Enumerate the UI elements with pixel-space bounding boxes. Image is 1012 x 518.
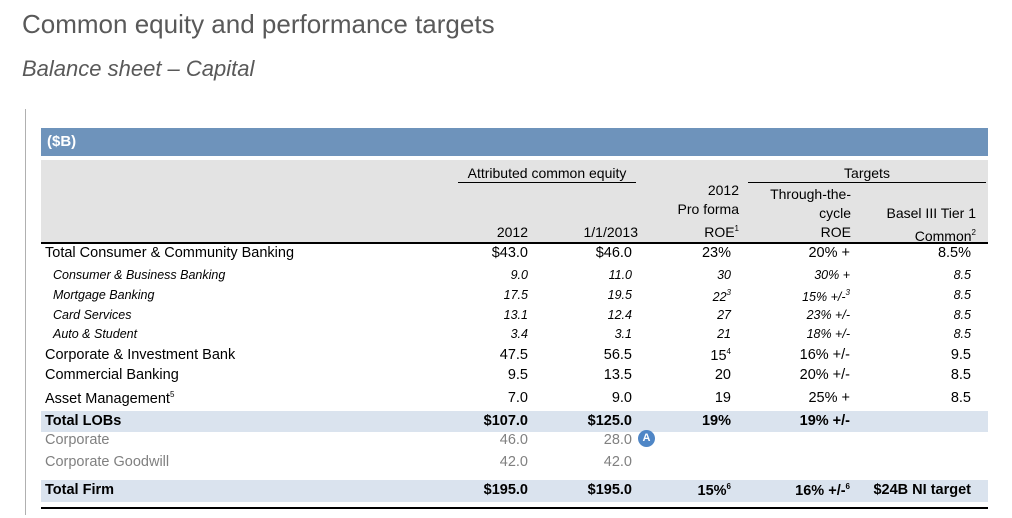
left-rule — [25, 109, 26, 515]
cell-2013: $195.0 — [587, 482, 632, 498]
table-header — [41, 160, 988, 242]
cell-2013: 28.0 — [603, 432, 632, 448]
cell-2012: 7.0 — [507, 390, 528, 406]
cell-2012: $43.0 — [491, 245, 528, 261]
cell-proforma: 19 — [714, 390, 731, 406]
row-label: Commercial Banking — [45, 367, 179, 383]
cell-2012: 13.1 — [503, 308, 528, 322]
cell-2013: 9.0 — [611, 390, 632, 406]
cell-2012: 47.5 — [499, 347, 528, 363]
cell-2012: 42.0 — [499, 454, 528, 470]
col-header-proforma: 2012 Pro forma ROE1 — [677, 182, 739, 240]
cell-basel: 8.5 — [953, 268, 971, 282]
cell-through-the-cycle: 15% +/-3 — [802, 288, 850, 304]
cell-2012: 46.0 — [499, 432, 528, 448]
cell-proforma: 23% — [701, 245, 731, 261]
cell-2012: 17.5 — [503, 288, 528, 302]
cell-2012: $195.0 — [483, 482, 528, 498]
page-title: Common equity and performance targets — [22, 9, 495, 39]
cell-proforma: 154 — [710, 347, 731, 364]
cell-basel: 8.5% — [937, 245, 971, 261]
cell-2013: 3.1 — [614, 327, 632, 341]
cell-2012: 9.0 — [510, 268, 528, 282]
cell-2013: $125.0 — [587, 413, 632, 429]
group-header-equity: Attributed common equity — [458, 165, 636, 183]
cell-through-the-cycle: 30% + — [814, 268, 850, 282]
col-header-2013: 1/1/2013 — [583, 224, 639, 240]
cell-basel: 8.5 — [950, 367, 971, 383]
cell-through-the-cycle: 16% +/- — [799, 347, 850, 363]
row-label: Total Consumer & Community Banking — [45, 245, 295, 261]
row-label: Consumer & Business Banking — [53, 268, 226, 282]
units-banner: ($B) — [41, 128, 988, 156]
page-subtitle: Balance sheet – Capital — [22, 56, 255, 81]
row-label: Card Services — [53, 308, 132, 322]
cell-2013: 42.0 — [603, 454, 632, 470]
cell-2013: 12.4 — [607, 308, 632, 322]
cell-through-the-cycle: 20% +/- — [799, 367, 850, 383]
cell-proforma: 27 — [717, 308, 731, 322]
bottom-rule — [41, 507, 988, 509]
cell-basel: 8.5 — [953, 308, 971, 322]
row-label: Total Firm — [45, 482, 115, 498]
total-firm-band — [41, 480, 988, 502]
cell-2012: 9.5 — [507, 367, 528, 383]
row-label: Corporate Goodwill — [45, 454, 170, 470]
row-label: Asset Management5 — [45, 390, 175, 407]
cell-proforma: 30 — [717, 268, 731, 282]
cell-2013: 11.0 — [608, 268, 632, 282]
col-header-through-the-cycle: Through-the- cycle ROE — [770, 186, 851, 240]
cell-basel: $24B NI target — [873, 482, 971, 498]
cell-through-the-cycle: 23% +/- — [806, 308, 850, 322]
cell-2012: 3.4 — [510, 327, 528, 341]
cell-proforma: 19% — [701, 413, 731, 429]
row-label: Total LOBs — [45, 413, 122, 429]
cell-proforma: 21 — [717, 327, 731, 341]
cell-through-the-cycle: 25% + — [808, 390, 850, 406]
cell-basel: 8.5 — [953, 288, 971, 302]
cell-2013: 13.5 — [603, 367, 632, 383]
cell-basel: 9.5 — [950, 347, 971, 363]
cell-2013: 56.5 — [603, 347, 632, 363]
row-label: Mortgage Banking — [53, 288, 155, 302]
cell-2012: $107.0 — [483, 413, 528, 429]
cell-2013: 19.5 — [607, 288, 632, 302]
cell-through-the-cycle: 16% +/-6 — [795, 482, 850, 499]
cell-basel: 8.5 — [953, 327, 971, 341]
total-lobs-band — [41, 411, 988, 432]
badge-a: A — [638, 430, 655, 447]
col-header-basel: Basel III Tier 1 Common2 — [886, 205, 976, 244]
cell-through-the-cycle: 18% +/- — [806, 327, 850, 341]
cell-2013: $46.0 — [595, 245, 632, 261]
group-header-targets: Targets — [748, 165, 986, 183]
cell-proforma: 15%6 — [697, 482, 731, 499]
row-label: Corporate — [45, 432, 110, 448]
col-header-2012: 2012 — [496, 224, 528, 240]
cell-proforma: 20 — [714, 367, 731, 383]
row-label: Auto & Student — [53, 327, 138, 341]
cell-through-the-cycle: 20% + — [808, 245, 850, 261]
header-rule — [41, 242, 988, 244]
cell-through-the-cycle: 19% +/- — [799, 413, 850, 429]
cell-basel: 8.5 — [950, 390, 971, 406]
row-label: Corporate & Investment Bank — [45, 347, 236, 363]
cell-proforma: 223 — [712, 288, 731, 304]
